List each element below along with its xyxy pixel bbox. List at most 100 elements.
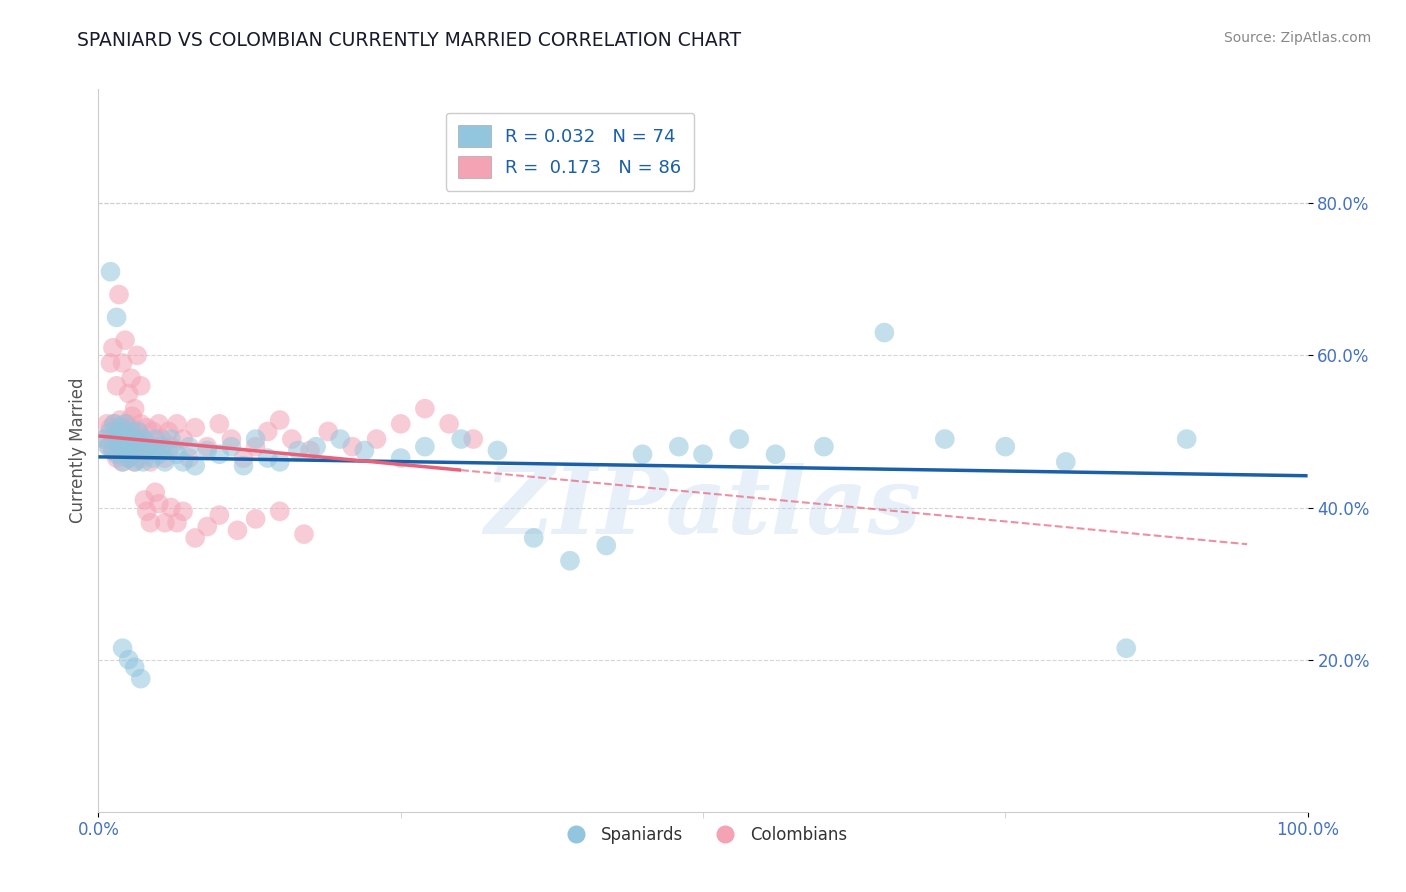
Point: [269, 455, 291, 469]
Point: [523, 531, 546, 545]
Point: [124, 660, 146, 674]
Point: [292, 527, 315, 541]
Point: [127, 348, 149, 362]
Point: [172, 455, 194, 469]
Point: [226, 524, 249, 538]
Point: [105, 447, 128, 461]
Point: [184, 531, 207, 545]
Point: [148, 447, 170, 461]
Point: [195, 443, 218, 458]
Point: [142, 451, 165, 466]
Point: [208, 508, 231, 522]
Point: [148, 417, 170, 431]
Point: [135, 443, 157, 458]
Point: [413, 401, 436, 416]
Point: [463, 432, 485, 446]
Y-axis label: Currently Married: Currently Married: [69, 377, 87, 524]
Point: [437, 417, 460, 431]
Point: [120, 371, 142, 385]
Point: [389, 451, 412, 466]
Point: [134, 432, 156, 446]
Point: [208, 447, 231, 461]
Point: [1115, 641, 1137, 656]
Point: [118, 451, 141, 466]
Point: [256, 451, 278, 466]
Point: [160, 500, 183, 515]
Point: [342, 440, 364, 454]
Point: [157, 443, 180, 458]
Point: [329, 432, 352, 446]
Point: [103, 417, 125, 431]
Point: [100, 265, 122, 279]
Point: [281, 432, 304, 446]
Point: [120, 420, 142, 434]
Point: [114, 440, 136, 454]
Point: [118, 386, 141, 401]
Point: [142, 425, 165, 439]
Point: [108, 287, 131, 301]
Point: [305, 440, 328, 454]
Point: [143, 443, 166, 458]
Point: [111, 641, 134, 656]
Point: [124, 455, 146, 469]
Point: [1175, 432, 1198, 446]
Point: [595, 539, 617, 553]
Point: [108, 435, 131, 450]
Point: [105, 428, 128, 442]
Point: [114, 333, 136, 347]
Point: [160, 432, 183, 446]
Point: [108, 440, 131, 454]
Point: [114, 440, 136, 454]
Point: [184, 420, 207, 434]
Point: [105, 432, 128, 446]
Point: [172, 504, 194, 518]
Point: [114, 425, 136, 439]
Point: [353, 443, 375, 458]
Point: [111, 455, 134, 469]
Point: [127, 425, 149, 439]
Point: [150, 432, 173, 446]
Point: [108, 425, 131, 439]
Point: [143, 485, 166, 500]
Point: [96, 417, 118, 431]
Point: [413, 440, 436, 454]
Point: [160, 440, 183, 454]
Point: [269, 504, 291, 518]
Point: [134, 443, 156, 458]
Text: Source: ZipAtlas.com: Source: ZipAtlas.com: [1223, 31, 1371, 45]
Point: [245, 440, 267, 454]
Point: [256, 425, 278, 439]
Point: [97, 440, 120, 454]
Point: [873, 326, 896, 340]
Point: [124, 432, 146, 446]
Point: [100, 356, 122, 370]
Point: [105, 451, 128, 466]
Point: [100, 425, 122, 439]
Point: [166, 417, 188, 431]
Point: [316, 425, 339, 439]
Point: [287, 443, 309, 458]
Point: [129, 672, 152, 686]
Point: [195, 440, 218, 454]
Point: [208, 417, 231, 431]
Point: [129, 417, 152, 431]
Point: [221, 440, 243, 454]
Point: [994, 440, 1017, 454]
Point: [1054, 455, 1077, 469]
Point: [728, 432, 751, 446]
Point: [934, 432, 956, 446]
Point: [114, 417, 136, 431]
Point: [139, 516, 162, 530]
Point: [135, 420, 157, 434]
Point: [111, 432, 134, 446]
Point: [121, 440, 143, 454]
Point: [118, 451, 141, 466]
Point: [153, 455, 176, 469]
Point: [232, 458, 254, 473]
Point: [101, 443, 124, 458]
Point: [115, 443, 138, 458]
Point: [111, 356, 134, 370]
Point: [105, 379, 128, 393]
Point: [450, 432, 472, 446]
Point: [631, 447, 654, 461]
